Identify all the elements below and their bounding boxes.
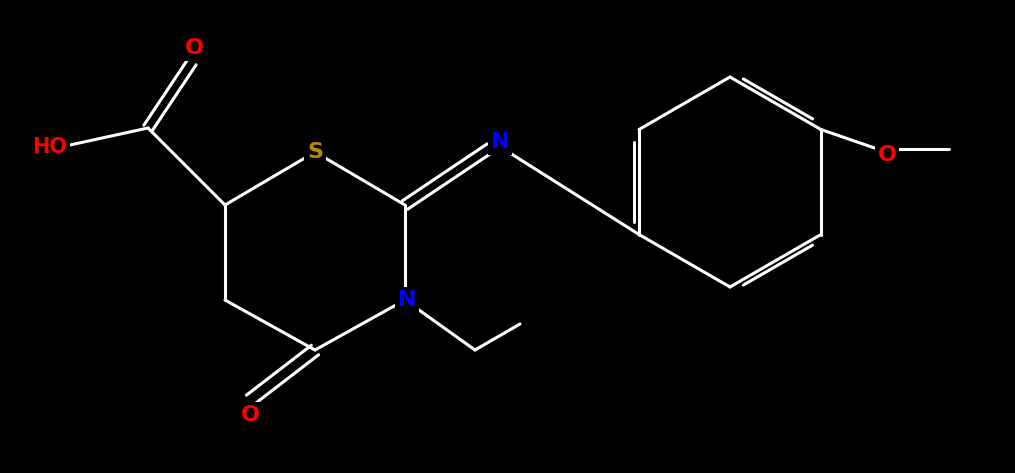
- Text: O: O: [185, 38, 203, 58]
- Text: HO: HO: [32, 137, 68, 157]
- Text: O: O: [877, 146, 896, 166]
- Text: N: N: [398, 290, 416, 310]
- Text: N: N: [490, 132, 510, 152]
- Text: O: O: [241, 405, 260, 425]
- Text: S: S: [307, 142, 323, 162]
